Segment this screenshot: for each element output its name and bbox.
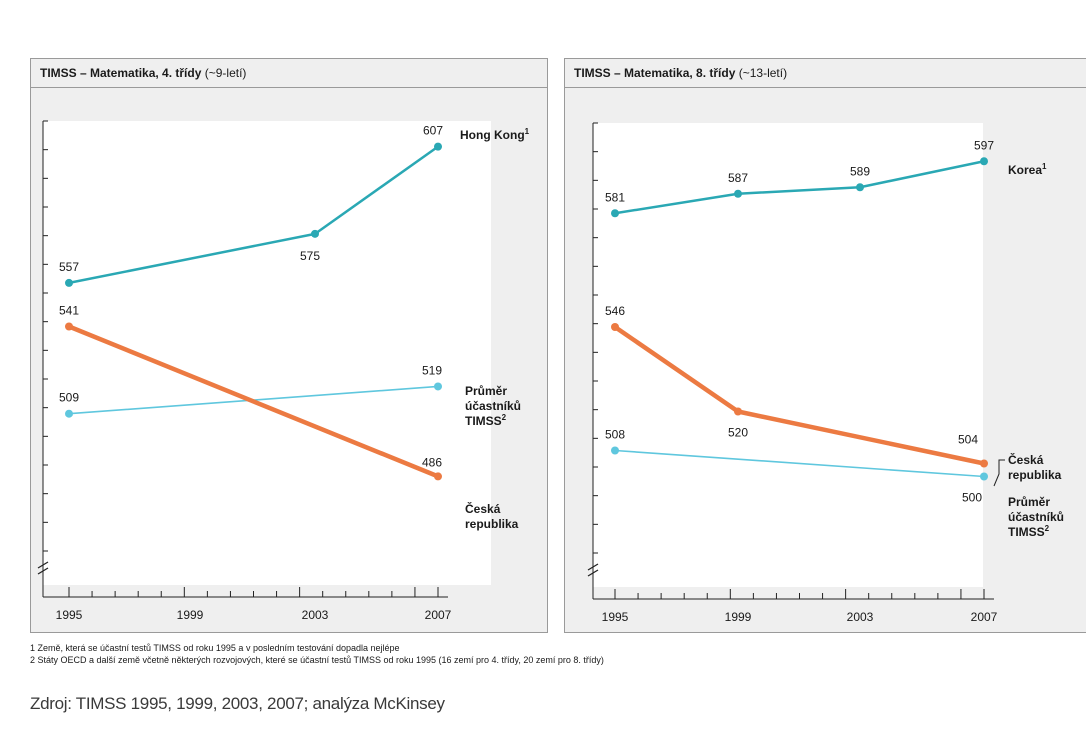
- chart-panel-grade8: TIMSS – Matematika, 8. třídy (~13-letí) …: [564, 58, 1086, 633]
- series-line: [614, 449, 985, 478]
- title-divider: [565, 87, 1086, 88]
- data-label: 597: [974, 138, 994, 152]
- series-name-line: republika: [465, 517, 519, 531]
- axis-break-mark: [587, 569, 599, 577]
- data-point: [734, 189, 742, 198]
- data-point: [611, 446, 619, 455]
- series-name-line: republika: [1008, 468, 1062, 482]
- x-tick-label: 2003: [302, 608, 329, 622]
- data-point: [611, 323, 619, 331]
- series-name-line: Hong Kong1: [460, 127, 530, 142]
- data-label: 509: [59, 391, 79, 405]
- series-name-line: účastníků: [465, 399, 521, 413]
- line-chart-grade4: 1995 1999 2003 2007 557 575 607 Hong Kong1 509 51…: [37, 120, 530, 622]
- series-name-line: Korea1: [1008, 162, 1047, 177]
- x-tick-label: 2003: [847, 610, 874, 624]
- series-name-line: účastníků: [1008, 510, 1064, 524]
- x-tick-label: 1999: [177, 608, 204, 622]
- series-name-sup: 1: [1042, 162, 1047, 171]
- line-chart-grade8: 1995 1999 2003 2007 581 587 589 597 Korea1 546 520…: [587, 122, 1064, 624]
- axis-break-mark: [37, 567, 49, 575]
- x-tick-label: 1999: [725, 610, 752, 624]
- data-label: 607: [423, 124, 443, 138]
- data-label: 500: [962, 491, 982, 505]
- data-label: 587: [728, 171, 748, 185]
- data-point: [434, 382, 442, 391]
- series-name-line: Průměr: [465, 384, 507, 398]
- chart-title-grade4: TIMSS – Matematika, 4. třídy (~9-letí): [40, 66, 247, 80]
- chart-title-grade8: TIMSS – Matematika, 8. třídy (~13-letí): [574, 66, 788, 80]
- data-point: [65, 409, 73, 418]
- data-label: 557: [59, 260, 79, 274]
- series-name-line: Česká: [1008, 452, 1044, 467]
- data-label: 486: [422, 455, 442, 469]
- series-name-line: Průměr: [1008, 495, 1050, 509]
- data-label: 589: [850, 164, 870, 178]
- source-note: Zdroj: TIMSS 1995, 1999, 2003, 2007; ana…: [30, 694, 445, 713]
- data-point: [434, 472, 442, 481]
- footnotes: 1 Země, která se účastní testů TIMSS od …: [30, 642, 604, 666]
- series-line: [66, 324, 441, 479]
- series-name-label: Hong Kong1: [460, 127, 530, 142]
- data-point: [856, 183, 864, 192]
- series-line: [613, 160, 986, 215]
- x-tick-label: 2007: [425, 608, 452, 622]
- data-label: 575: [300, 249, 320, 263]
- data-point: [434, 142, 442, 151]
- series-name-line: Česká: [465, 501, 501, 516]
- x-tick-label: 1995: [602, 610, 629, 624]
- data-point: [980, 472, 988, 481]
- plot-area: [43, 121, 491, 585]
- data-label: 520: [728, 426, 748, 440]
- footnote-2: 2 Státy OECD a další země včetně některý…: [30, 655, 604, 665]
- data-label: 519: [422, 363, 442, 377]
- data-point: [980, 157, 988, 166]
- series-name-sup: 1: [525, 127, 530, 136]
- data-point: [611, 209, 619, 218]
- data-label: 546: [605, 304, 625, 318]
- series-name-label: Korea1: [1008, 162, 1047, 177]
- data-label: 581: [605, 190, 625, 204]
- x-tick-label: 2007: [971, 610, 998, 624]
- data-point: [734, 407, 742, 416]
- series-name-sup: 2: [1045, 524, 1050, 533]
- leader-line: [993, 459, 1005, 487]
- data-point: [65, 322, 73, 331]
- footnote-1: 1 Země, která se účastní testů TIMSS od …: [30, 643, 400, 653]
- chart-panel-grade4: TIMSS – Matematika, 4. třídy (~9-letí) 1…: [30, 58, 548, 633]
- x-tick-label: 1995: [56, 608, 83, 622]
- data-label: 504: [958, 433, 978, 447]
- series-name-sup: 2: [502, 413, 507, 422]
- data-point: [65, 278, 73, 287]
- data-point: [311, 229, 319, 238]
- axis-break-mark: [37, 561, 49, 569]
- series-name-line: TIMSS2: [465, 413, 507, 428]
- data-label: 508: [605, 428, 625, 442]
- data-point: [980, 459, 988, 468]
- plot-area: [593, 123, 983, 587]
- title-divider: [31, 87, 547, 88]
- axis-break-mark: [587, 563, 599, 571]
- data-label: 541: [59, 304, 79, 318]
- series-name-line: TIMSS2: [1008, 524, 1050, 539]
